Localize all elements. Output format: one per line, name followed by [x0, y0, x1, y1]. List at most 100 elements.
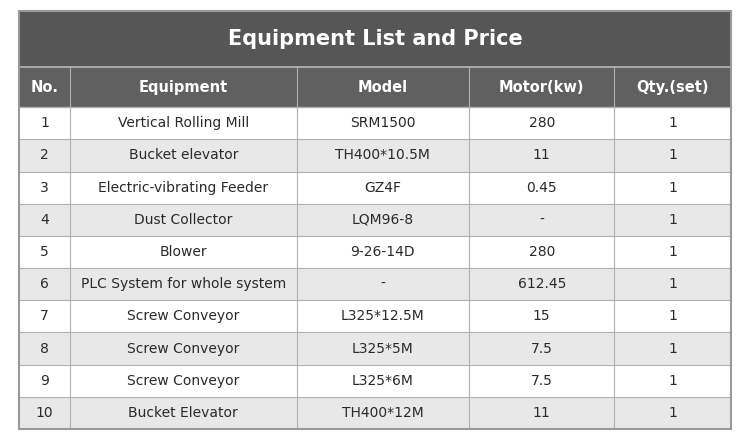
Bar [296, 236, 469, 268]
Bar [614, 333, 731, 365]
Text: Qty.(set): Qty.(set) [637, 80, 709, 95]
Text: L325*5M: L325*5M [352, 341, 414, 356]
Text: 1: 1 [40, 116, 49, 130]
Text: -: - [539, 213, 544, 227]
Bar [296, 300, 469, 333]
Text: 11: 11 [532, 148, 550, 162]
Text: 1: 1 [668, 148, 677, 162]
Bar [19, 107, 70, 139]
Bar [614, 268, 731, 300]
Text: 1: 1 [668, 116, 677, 130]
Text: 1: 1 [668, 341, 677, 356]
Bar [614, 139, 731, 172]
Bar [614, 172, 731, 204]
Text: Blower: Blower [160, 245, 207, 259]
Text: LQM96-8: LQM96-8 [352, 213, 414, 227]
Bar [614, 204, 731, 236]
Text: 9-26-14D: 9-26-14D [350, 245, 416, 259]
Text: Motor(kw): Motor(kw) [499, 80, 584, 95]
Bar [296, 365, 469, 397]
Bar [70, 333, 296, 365]
Bar [469, 333, 614, 365]
Text: 2: 2 [40, 148, 49, 162]
Bar [614, 365, 731, 397]
Text: 10: 10 [35, 406, 53, 420]
Bar [614, 67, 731, 107]
Bar [469, 67, 614, 107]
Bar [70, 172, 296, 204]
Bar [70, 67, 296, 107]
Bar [19, 365, 70, 397]
Text: Screw Conveyor: Screw Conveyor [128, 341, 239, 356]
Text: L325*6M: L325*6M [352, 374, 414, 388]
Bar [469, 139, 614, 172]
Bar [19, 139, 70, 172]
Text: Bucket elevator: Bucket elevator [128, 148, 238, 162]
Bar [19, 67, 70, 107]
Bar [469, 365, 614, 397]
Text: 9: 9 [40, 374, 49, 388]
Text: 1: 1 [668, 309, 677, 323]
Bar [296, 333, 469, 365]
Bar [469, 397, 614, 429]
Text: 7: 7 [40, 309, 49, 323]
Text: 1: 1 [668, 406, 677, 420]
Bar [19, 268, 70, 300]
Text: 1: 1 [668, 180, 677, 194]
Bar [296, 204, 469, 236]
Bar [469, 236, 614, 268]
Bar [296, 67, 469, 107]
Bar [614, 236, 731, 268]
Text: 0.45: 0.45 [526, 180, 557, 194]
Text: SRM1500: SRM1500 [350, 116, 416, 130]
Bar [19, 300, 70, 333]
Bar [296, 268, 469, 300]
Text: Model: Model [358, 80, 408, 95]
Bar [469, 300, 614, 333]
Text: 15: 15 [533, 309, 550, 323]
Text: 1: 1 [668, 277, 677, 291]
Bar [296, 107, 469, 139]
Text: Dust Collector: Dust Collector [134, 213, 232, 227]
Bar [70, 268, 296, 300]
Text: -: - [380, 277, 386, 291]
Bar [614, 300, 731, 333]
Bar [19, 236, 70, 268]
Bar [19, 172, 70, 204]
Bar [614, 107, 731, 139]
Text: L325*12.5M: L325*12.5M [341, 309, 424, 323]
Text: 3: 3 [40, 180, 49, 194]
Bar [70, 300, 296, 333]
Bar [19, 204, 70, 236]
Bar [70, 365, 296, 397]
Bar [70, 139, 296, 172]
Text: TH400*10.5M: TH400*10.5M [335, 148, 430, 162]
Bar [614, 397, 731, 429]
Text: Bucket Elevator: Bucket Elevator [128, 406, 238, 420]
Text: Vertical Rolling Mill: Vertical Rolling Mill [118, 116, 249, 130]
Bar [70, 236, 296, 268]
Text: 8: 8 [40, 341, 49, 356]
Text: 5: 5 [40, 245, 49, 259]
Text: Screw Conveyor: Screw Conveyor [128, 374, 239, 388]
Text: Screw Conveyor: Screw Conveyor [128, 309, 239, 323]
Bar [70, 204, 296, 236]
Text: 1: 1 [668, 374, 677, 388]
Text: GZ4F: GZ4F [364, 180, 401, 194]
Bar [70, 107, 296, 139]
Bar [19, 11, 731, 67]
Text: 6: 6 [40, 277, 49, 291]
Bar [296, 397, 469, 429]
Text: 280: 280 [529, 245, 555, 259]
Text: 1: 1 [668, 245, 677, 259]
Bar [19, 397, 70, 429]
Bar [19, 333, 70, 365]
Text: 7.5: 7.5 [531, 341, 553, 356]
Bar [469, 204, 614, 236]
Text: Equipment List and Price: Equipment List and Price [228, 29, 522, 49]
Bar [469, 172, 614, 204]
Text: 4: 4 [40, 213, 49, 227]
Text: 280: 280 [529, 116, 555, 130]
Text: Equipment: Equipment [139, 80, 228, 95]
Bar [296, 139, 469, 172]
